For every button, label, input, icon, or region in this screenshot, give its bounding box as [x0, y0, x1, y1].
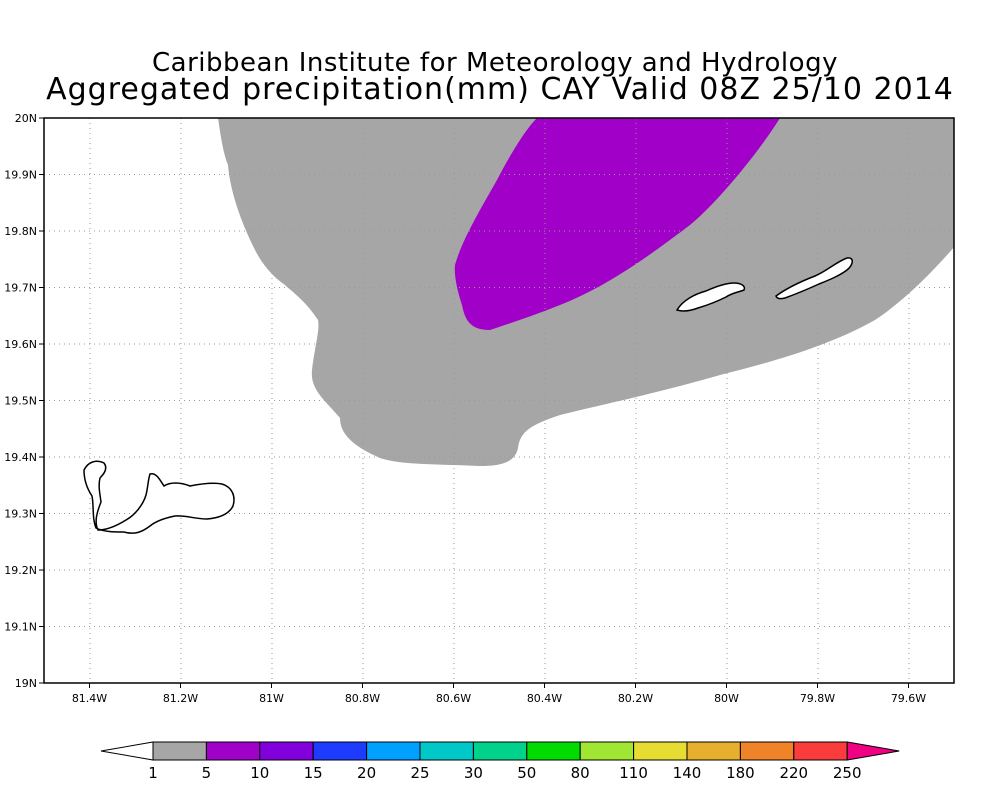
- lon-tick-label: 81.2W: [163, 692, 198, 705]
- lat-tick-label: 19.7N: [4, 282, 37, 295]
- colorbar-label: 1: [148, 764, 158, 782]
- lon-tick-label: 79.8W: [800, 692, 835, 705]
- colorbar-label: 50: [517, 764, 536, 782]
- colorbar-label: 5: [202, 764, 212, 782]
- colorbar-swatch: [686, 741, 741, 761]
- colorbar-label: 110: [619, 764, 648, 782]
- precip-area-5-10mm: [454, 118, 780, 330]
- colorbar-label: 250: [833, 764, 862, 782]
- precip-shading: [218, 118, 954, 466]
- lon-tick-label: 80.8W: [345, 692, 380, 705]
- colorbar-swatch: [419, 741, 474, 761]
- lon-tick-label: 80.2W: [618, 692, 653, 705]
- longitude-axis: 81.4W 81.2W 81W 80.8W 80.6W 80.4W 80.2W 80W 79.8…: [72, 683, 926, 705]
- colorbar-swatch: [739, 741, 795, 761]
- map-title-line2: Aggregated precipitation(mm) CAY Valid 0…: [46, 72, 954, 107]
- lat-tick-label: 19N: [15, 677, 37, 690]
- island-cayman-brac: [775, 257, 853, 300]
- island-grand-cayman: [83, 460, 235, 534]
- latitude-axis: 20N 19.9N 19.8N 19.7N 19.6N 19.5N 19.4N 19.3N 19…: [4, 112, 44, 690]
- colorbar-swatch: [366, 741, 421, 761]
- lat-tick-label: 20N: [15, 112, 37, 125]
- colorbar-label: 140: [673, 764, 702, 782]
- lon-tick-label: 80.6W: [436, 692, 471, 705]
- colorbar-label: 10: [250, 764, 269, 782]
- lat-tick-label: 19.5N: [4, 395, 37, 408]
- colorbar-label: 180: [726, 764, 755, 782]
- colorbar-swatch: [472, 741, 528, 761]
- lat-tick-label: 19.1N: [4, 621, 37, 634]
- colorbar-swatch: [152, 741, 207, 761]
- colorbar-label: 20: [357, 764, 376, 782]
- colorbar-swatch: [312, 741, 368, 761]
- colorbar-swatch: [259, 741, 314, 761]
- lat-tick-label: 19.2N: [4, 564, 37, 577]
- lat-tick-label: 19.9N: [4, 169, 37, 182]
- lat-tick-label: 19.6N: [4, 338, 37, 351]
- lat-tick-label: 19.8N: [4, 225, 37, 238]
- lat-tick-label: 19.4N: [4, 451, 37, 464]
- colorbar-swatch: [526, 741, 581, 761]
- colorbar-swatch: [793, 741, 848, 761]
- colorbar-over-triangle: [846, 741, 900, 761]
- colorbar-under-triangle: [100, 741, 154, 761]
- colorbar-label: 15: [304, 764, 323, 782]
- colorbar-label: 25: [410, 764, 429, 782]
- lon-tick-label: 81.4W: [72, 692, 107, 705]
- colorbar-label: 220: [779, 764, 808, 782]
- lon-tick-label: 81W: [259, 692, 284, 705]
- lon-tick-label: 80.4W: [527, 692, 562, 705]
- lon-tick-label: 80W: [714, 692, 739, 705]
- colorbar-swatch: [633, 741, 688, 761]
- map-grid: [44, 118, 954, 683]
- colorbar-label: 30: [464, 764, 483, 782]
- island-little-cayman: [675, 282, 746, 312]
- colorbar-label: 80: [571, 764, 590, 782]
- colorbar-swatch: [205, 741, 261, 761]
- lon-tick-label: 79.6W: [891, 692, 926, 705]
- precipitation-colorbar: 1 5 10 15 20 25 30 50 80 110 140 180 220 250: [100, 741, 900, 782]
- map-title-line1: Caribbean Institute for Meteorology and …: [152, 48, 838, 78]
- colorbar-swatch: [579, 741, 635, 761]
- lat-tick-label: 19.3N: [4, 508, 37, 521]
- islands: [83, 257, 853, 534]
